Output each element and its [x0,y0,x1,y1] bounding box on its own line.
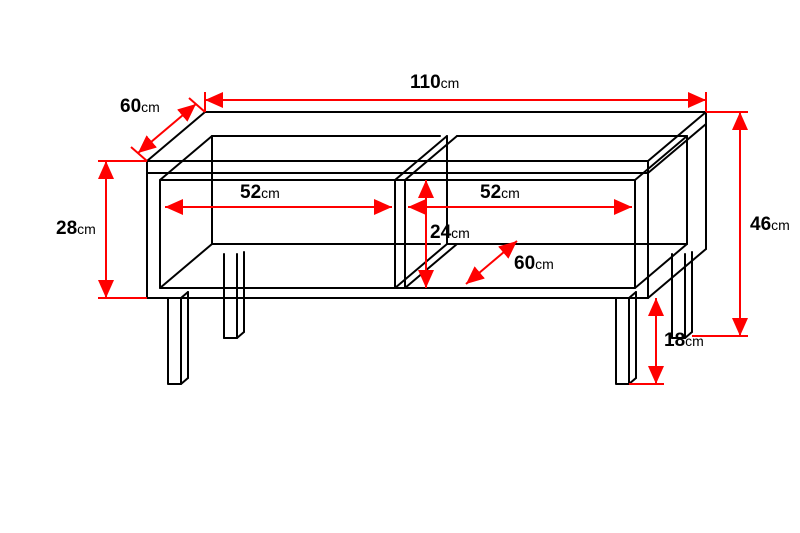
unit-inner-height: cm [451,225,470,241]
value-shelf-right: 52 [480,182,501,203]
label-inner-depth: 60cm [514,253,554,275]
unit-top-width: cm [441,75,460,91]
diagram-svg [0,0,800,533]
diagram-stage: 60cm 110cm 28cm 52cm 52cm 24cm 60cm 46cm… [0,0,800,533]
unit-inner-depth: cm [535,256,554,272]
value-top-width: 110 [410,72,441,93]
label-total-height: 46cm [750,214,790,236]
unit-front-height: cm [77,221,96,237]
value-shelf-left: 52 [240,182,261,203]
value-front-height: 28 [56,218,77,239]
label-top-depth: 60cm [120,96,160,118]
unit-leg-height: cm [685,333,704,349]
label-shelf-left: 52cm [240,182,280,204]
value-leg-height: 18 [664,330,685,351]
value-top-depth: 60 [120,96,141,117]
unit-shelf-right: cm [501,185,520,201]
value-inner-depth: 60 [514,253,535,274]
unit-total-height: cm [771,217,790,233]
label-shelf-right: 52cm [480,182,520,204]
label-leg-height: 18cm [664,330,704,352]
label-front-height: 28cm [56,218,96,240]
unit-top-depth: cm [141,99,160,115]
unit-shelf-left: cm [261,185,280,201]
label-inner-height: 24cm [430,222,470,244]
value-inner-height: 24 [430,222,451,243]
label-top-width: 110cm [410,72,459,94]
value-total-height: 46 [750,214,771,235]
